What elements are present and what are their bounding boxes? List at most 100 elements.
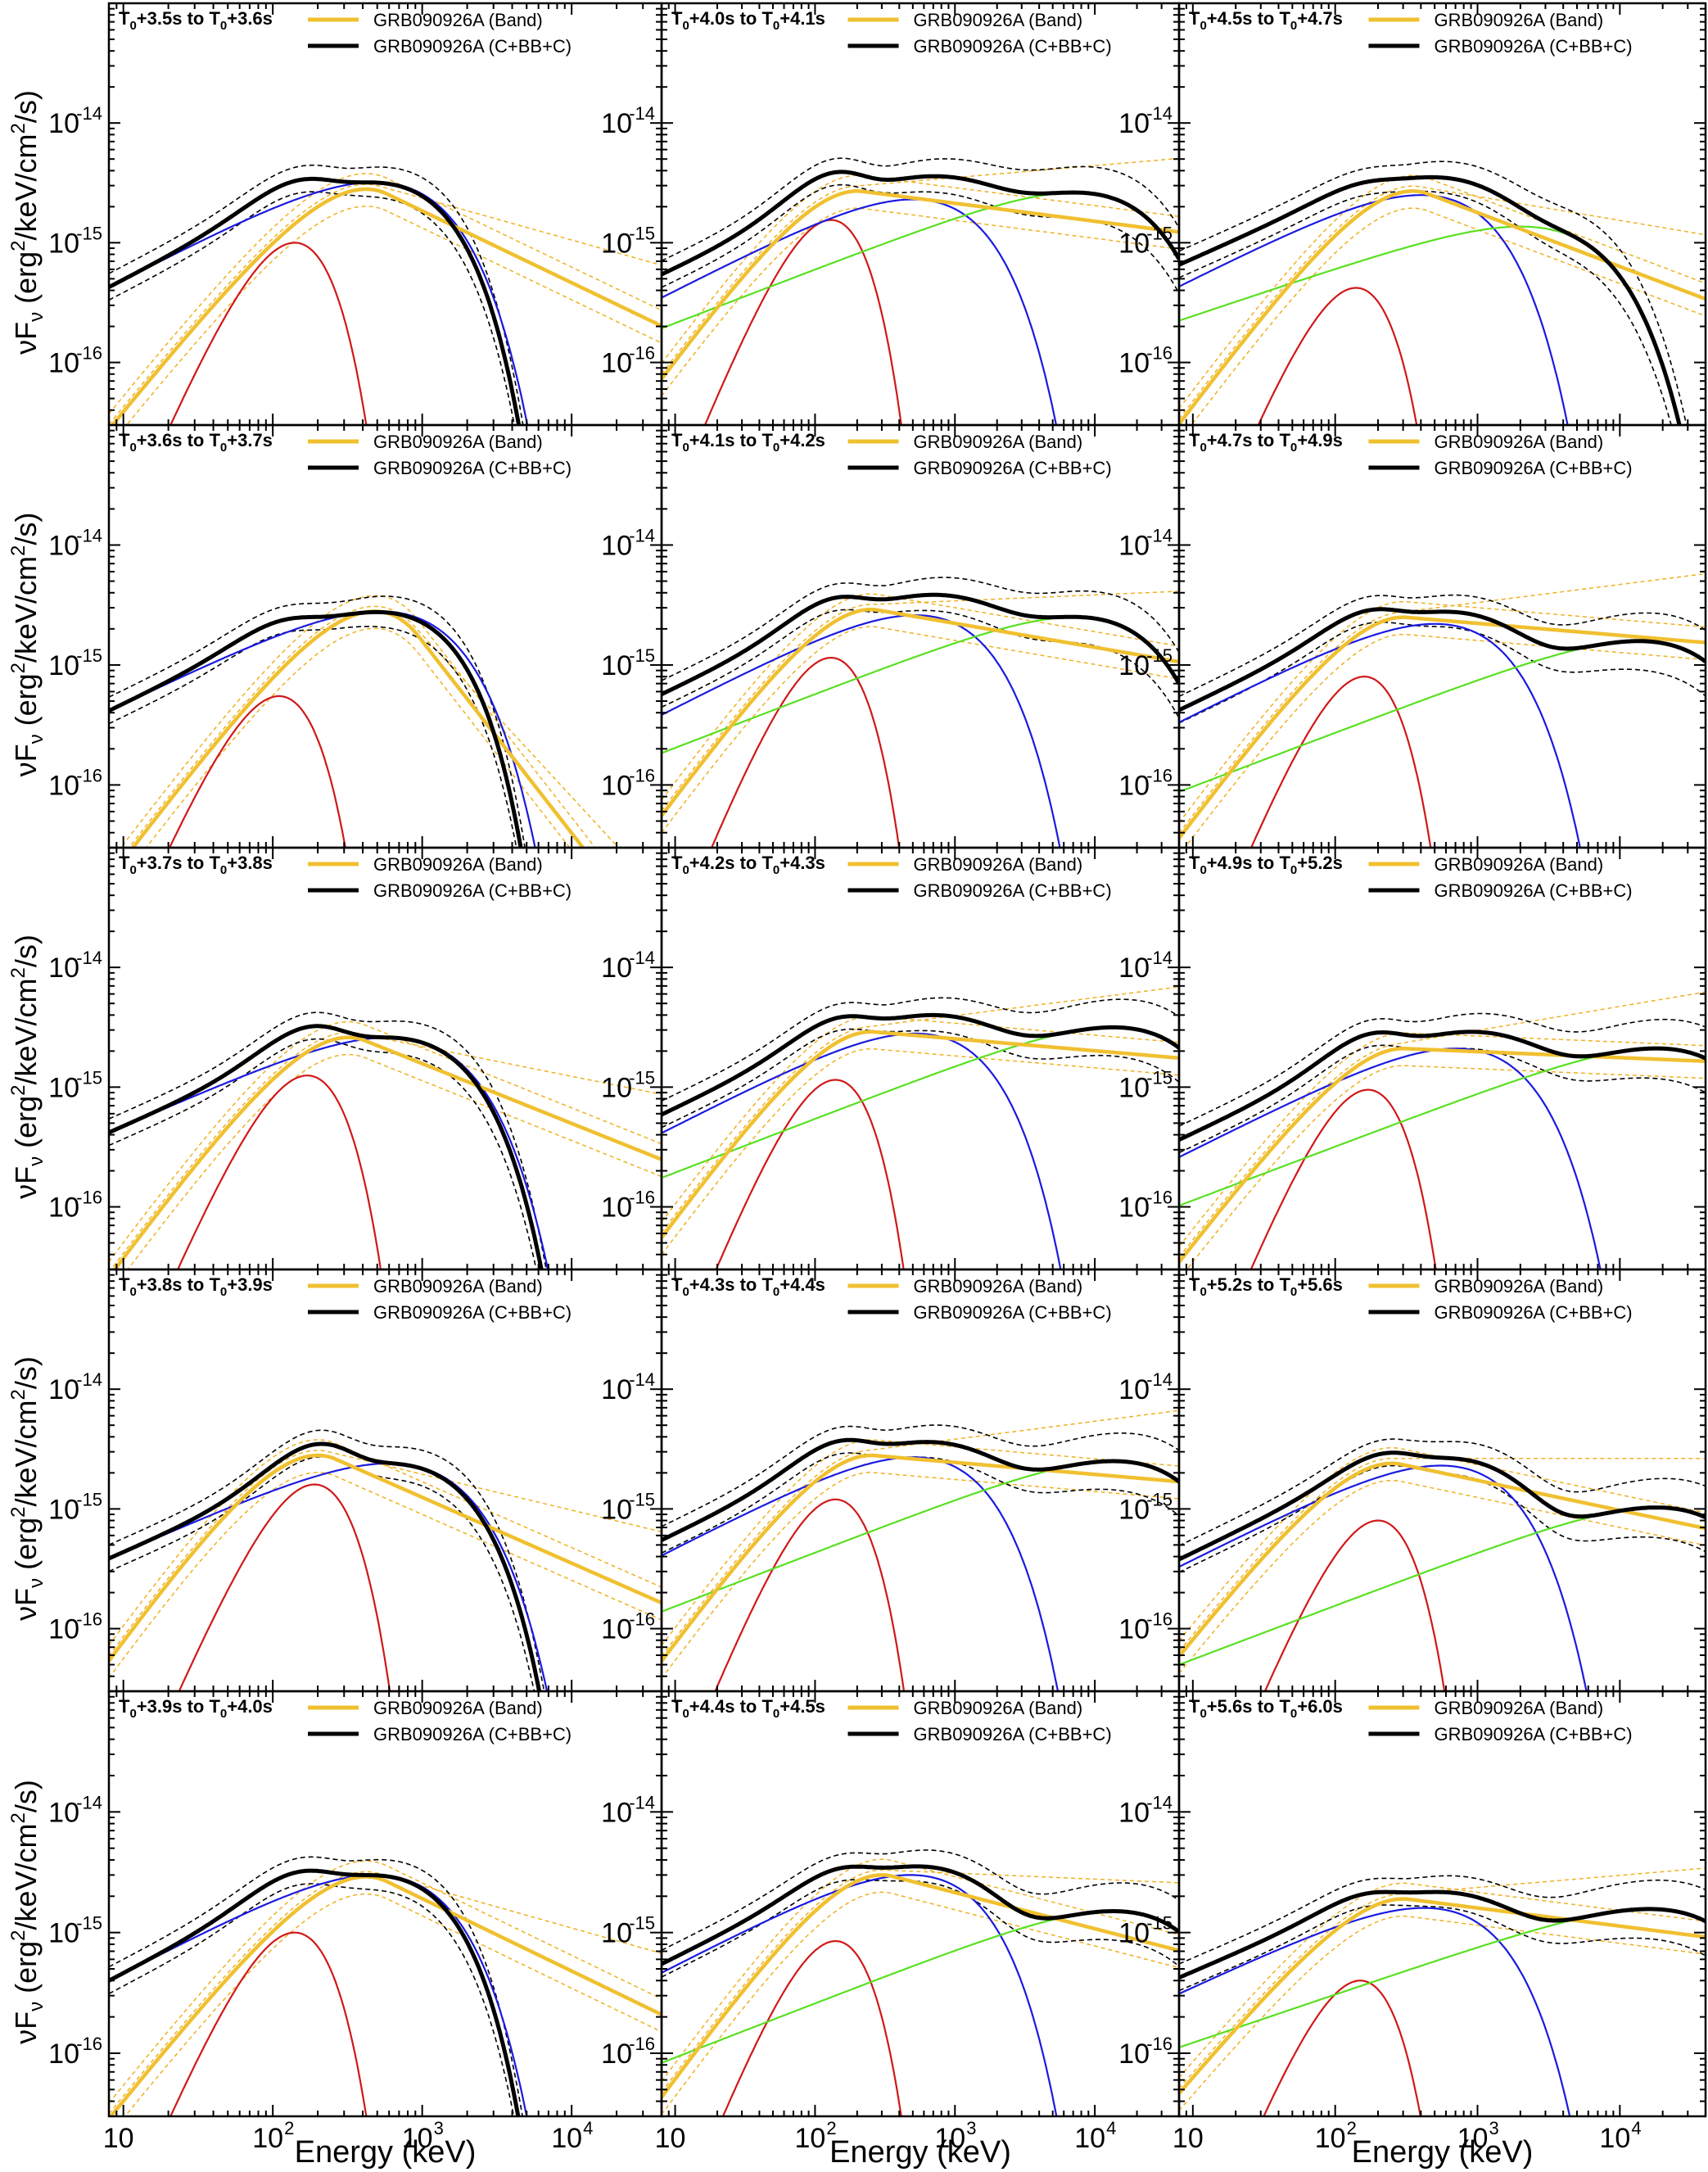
total-error-lower	[1179, 190, 1672, 425]
x-axis-label: Energy (keV)	[1352, 2135, 1534, 2170]
subscript: 0	[1290, 19, 1297, 33]
total-model-curve	[109, 1024, 544, 1269]
y-tick-exponent: -16	[1146, 765, 1173, 785]
y-tick-exponent: -16	[1146, 1609, 1173, 1630]
y-label-part: (erg	[9, 1941, 43, 2002]
y-label-part: 2	[7, 1085, 29, 1096]
legend-band-label: GRB090926A (Band)	[914, 1276, 1083, 1296]
y-tick-exponent: -16	[1146, 1188, 1173, 1208]
band-error-lower	[662, 626, 1179, 834]
cutoff-powerlaw-curve	[109, 1036, 549, 1269]
y-label-part: /s)	[9, 1780, 43, 1812]
y-tick-label: 10	[601, 953, 632, 984]
band-error-upper	[662, 593, 1179, 801]
y-tick-exponent: -14	[76, 103, 102, 124]
label-part: +3.5s to T	[137, 8, 221, 29]
y-label-part: 2	[7, 1812, 29, 1823]
x-tick-exponent: 4	[1631, 2118, 1641, 2138]
cutoff-powerlaw-curve	[1179, 194, 1569, 425]
y-label-part: ν	[25, 312, 47, 322]
legend: GRB090926A (Band) GRB090926A (C+BB+C)	[1368, 1698, 1633, 1744]
y-tick-exponent: -15	[1146, 1489, 1173, 1509]
subscript: 0	[220, 441, 227, 455]
y-tick-label: 10	[48, 530, 79, 561]
y-axis-label: νFν (erg2/keV/cm2/s)	[7, 1356, 47, 1621]
x-tick-exponent: 3	[434, 2118, 444, 2138]
cutoff-powerlaw-curve	[1179, 1048, 1602, 1269]
time-interval-label: T0+3.5s to T0+3.6s	[119, 8, 273, 33]
y-tick-label: 10	[48, 1374, 79, 1405]
blackbody-curve	[1263, 1519, 1446, 1691]
total-model-curve	[1179, 607, 1706, 713]
subscript: 0	[220, 1707, 227, 1721]
label-part: +3.8s	[227, 853, 273, 873]
y-tick-label: 10	[48, 108, 79, 139]
legend-cbbc-label: GRB090926A (C+BB+C)	[914, 36, 1112, 57]
y-tick-label: 10	[601, 770, 632, 801]
y-label-part: /keV/cm	[9, 1400, 43, 1506]
label-part: +4.1s to T	[689, 430, 774, 450]
legend-band-label: GRB090926A (Band)	[373, 10, 543, 30]
y-tick-label: 10	[601, 530, 632, 561]
y-tick-label: 10	[48, 1918, 79, 1949]
band-error-lower	[1179, 1915, 1706, 2111]
legend: GRB090926A (Band) GRB090926A (C+BB+C)	[308, 854, 572, 901]
curves	[662, 1849, 1179, 2116]
y-label-part: (erg	[9, 251, 43, 312]
cutoff-powerlaw-curve	[662, 1874, 1058, 2116]
total-error-lower	[109, 1883, 515, 2116]
subscript: 0	[773, 863, 779, 877]
label-part: T	[1189, 853, 1200, 873]
band-error-lower	[1186, 1065, 1706, 1269]
x-tick-label: 10	[1173, 2123, 1204, 2154]
curves	[109, 1429, 662, 1691]
y-label-part: /keV/cm	[9, 978, 43, 1084]
total-model-curve	[1179, 1029, 1706, 1142]
y-tick-exponent: -15	[1146, 1067, 1173, 1088]
label-part: +3.6s to T	[137, 430, 221, 450]
blackbody-curve	[169, 1931, 368, 2116]
subscript: 0	[682, 1285, 689, 1299]
y-tick-exponent: -15	[76, 1913, 102, 1934]
legend-band-label: GRB090926A (Band)	[914, 10, 1083, 30]
legend-band-label: GRB090926A (Band)	[373, 1276, 543, 1296]
band-error-upper	[109, 173, 662, 414]
x-axis-labels: Energy (keV) Energy (keV) Energy (keV)	[295, 2135, 1534, 2170]
label-part: +4.3s to T	[689, 1274, 774, 1295]
subscript: 0	[1200, 1707, 1206, 1721]
y-label-part: ν	[25, 734, 47, 744]
band-error-upper	[109, 1860, 662, 2104]
subscript: 0	[682, 1707, 689, 1721]
time-interval-label: T0+3.7s to T0+3.8s	[119, 853, 273, 877]
blackbody-curve	[168, 695, 346, 848]
legend-band-label: GRB090926A (Band)	[1434, 10, 1603, 30]
tick-marks	[108, 1269, 662, 1692]
band-model-curve	[662, 1873, 1179, 2099]
time-interval-label: T0+3.8s to T0+3.9s	[119, 1274, 273, 1299]
x-tick-exponent: 2	[284, 2118, 294, 2138]
label-part: T	[1189, 430, 1200, 450]
legend-band-label: GRB090926A (Band)	[1434, 432, 1603, 452]
subscript: 0	[773, 19, 779, 33]
y-label-part: 2	[7, 545, 29, 556]
y-tick-label: 10	[1118, 1374, 1150, 1405]
y-tick-label: 10	[601, 348, 632, 379]
cutoff-powerlaw-curve	[662, 1032, 1062, 1269]
y-tick-label: 10	[601, 1614, 632, 1645]
time-interval-label: T0+5.6s to T0+6.0s	[1189, 1696, 1343, 1721]
total-error-lower	[1179, 621, 1706, 724]
x-tick-exponent: 3	[966, 2118, 976, 2138]
y-tick-exponent: -16	[629, 2034, 655, 2054]
legend: GRB090926A (Band) GRB090926A (C+BB+C)	[1368, 10, 1633, 57]
total-model-curve	[662, 1012, 1179, 1117]
label-part: T	[119, 1696, 130, 1717]
label-part: T	[119, 1274, 130, 1295]
band-error-upper	[109, 1020, 662, 1263]
y-tick-label: 10	[1118, 1192, 1150, 1224]
y-tick-exponent: -16	[1146, 343, 1173, 364]
y-label-part: νF	[9, 1166, 43, 1199]
